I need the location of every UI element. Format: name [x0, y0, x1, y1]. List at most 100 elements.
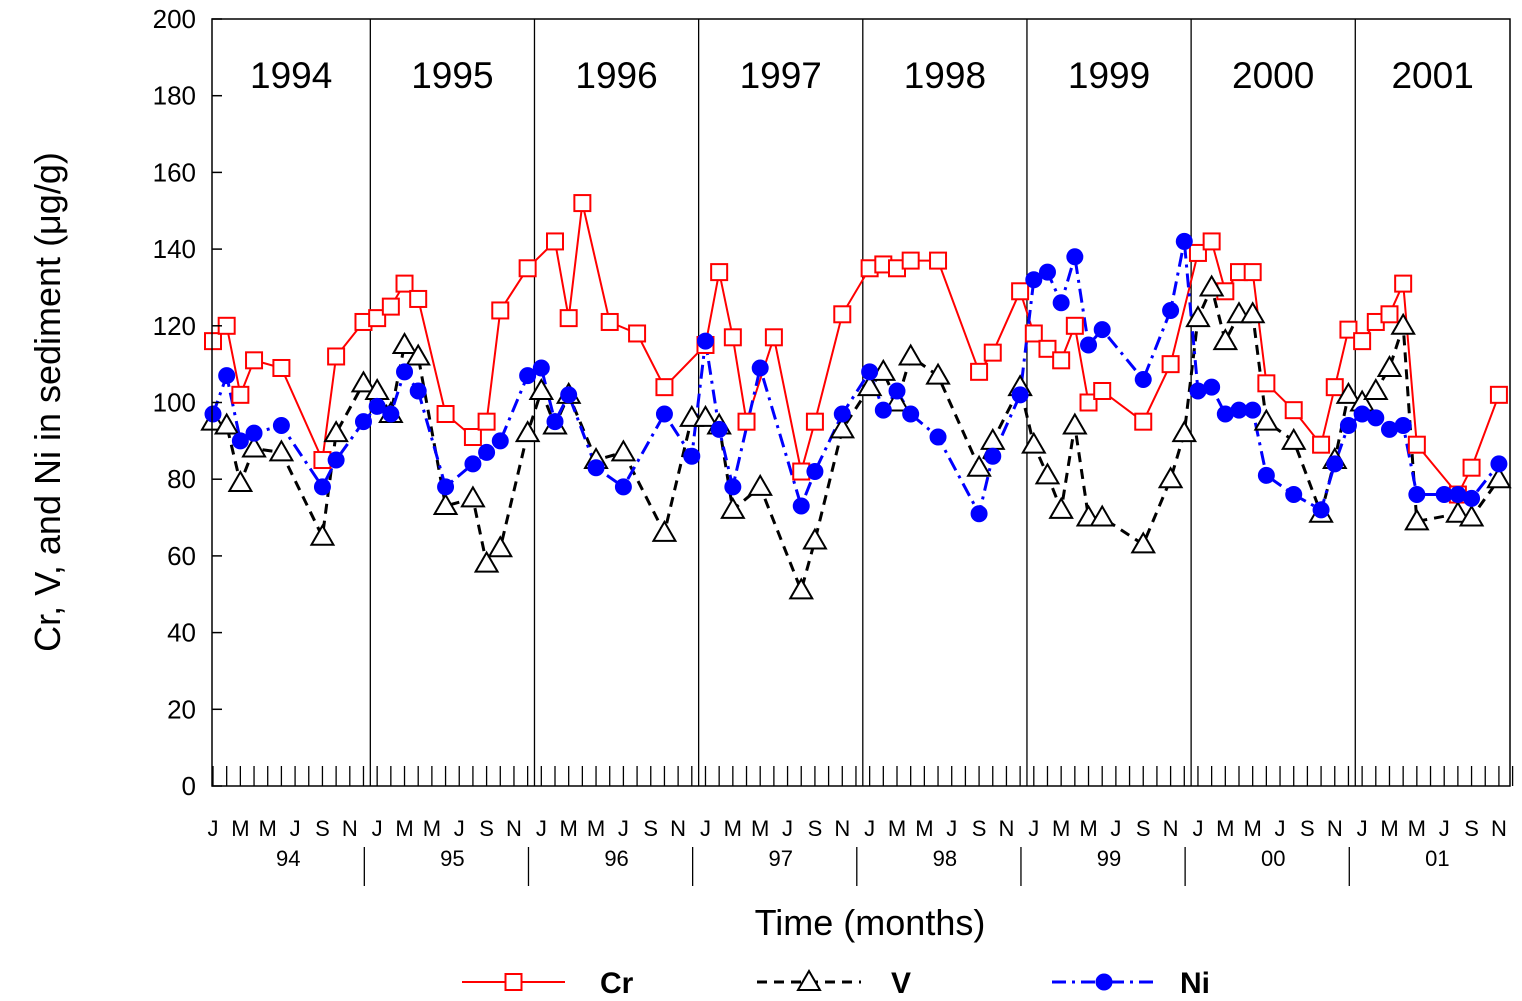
x-month-label: N — [342, 816, 358, 841]
year-label: 1999 — [1068, 55, 1150, 96]
x-month-label: N — [506, 816, 522, 841]
data-point-ni — [1490, 455, 1508, 473]
data-point-cr — [1394, 274, 1413, 293]
x-month-label: J — [536, 816, 547, 841]
x-year-label: 00 — [1261, 846, 1285, 871]
data-point-v — [213, 412, 240, 435]
x-month-label: M — [587, 816, 605, 841]
data-point-v — [1185, 305, 1211, 328]
data-point-cr — [231, 385, 250, 404]
data-point-cr — [1052, 351, 1071, 370]
data-point-ni — [409, 382, 427, 400]
data-point-cr — [1339, 320, 1358, 339]
x-month-label: J — [1110, 816, 1121, 841]
data-point-ni — [1463, 489, 1481, 507]
x-month-label: N — [1327, 816, 1343, 841]
year-label: 1994 — [250, 55, 332, 96]
y-tick-label: 0 — [182, 771, 196, 801]
x-month-label: M — [231, 816, 249, 841]
data-point-ni — [1394, 417, 1412, 435]
data-point-v — [391, 331, 418, 354]
y-tick-label: 140 — [153, 234, 196, 264]
data-point-cr — [833, 305, 852, 324]
data-point-cr — [395, 274, 414, 293]
data-point-v — [309, 523, 336, 546]
data-point-cr — [381, 297, 400, 316]
series-markers-cr — [204, 194, 1508, 504]
x-month-label: J — [208, 816, 219, 841]
x-month-label: J — [454, 816, 465, 841]
data-point-ni — [683, 447, 701, 465]
data-point-v — [1335, 381, 1362, 404]
data-point-ni — [888, 382, 906, 400]
data-point-cr — [518, 259, 537, 278]
data-point-ni — [1312, 501, 1330, 519]
data-point-v — [966, 454, 992, 477]
data-point-ni — [546, 413, 564, 431]
y-tick-label: 20 — [167, 694, 196, 724]
data-point-v — [925, 362, 951, 385]
data-point-cr — [1462, 458, 1481, 477]
data-point-cr — [272, 358, 291, 377]
data-point-cr — [1093, 381, 1112, 400]
x-month-label: M — [1216, 816, 1234, 841]
x-month-label: J — [290, 816, 301, 841]
data-point-ni — [519, 367, 537, 385]
data-point-ni — [587, 459, 605, 477]
data-point-v — [227, 470, 254, 493]
data-point-cr — [1353, 332, 1372, 351]
data-point-v — [692, 404, 719, 427]
data-point-cr — [1284, 401, 1303, 420]
x-month-label: M — [1244, 816, 1262, 841]
x-month-label: M — [1408, 816, 1426, 841]
data-point-v — [460, 485, 486, 508]
x-month-label: S — [643, 816, 658, 841]
data-point-ni — [614, 478, 632, 496]
data-point-ni — [327, 451, 345, 469]
year-label: 2000 — [1232, 55, 1314, 96]
data-point-ni — [396, 363, 414, 381]
data-point-ni — [231, 432, 249, 450]
x-month-label: M — [423, 816, 441, 841]
data-point-ni — [1203, 378, 1221, 396]
data-point-v — [1458, 504, 1485, 527]
x-month-label: M — [1079, 816, 1097, 841]
data-point-ni — [204, 405, 222, 423]
x-month-label: J — [618, 816, 629, 841]
data-point-cr — [1202, 232, 1221, 251]
x-month-label: S — [1464, 816, 1479, 841]
data-point-cr — [1312, 435, 1331, 454]
x-month-label: M — [395, 816, 413, 841]
data-point-ni — [710, 420, 728, 438]
data-point-cr — [559, 309, 578, 328]
data-point-v — [528, 377, 555, 400]
data-point-ni — [655, 405, 673, 423]
data-point-ni — [1080, 336, 1098, 354]
data-point-cr — [1407, 435, 1426, 454]
x-month-label: J — [1357, 816, 1368, 841]
data-point-ni — [1175, 232, 1193, 250]
data-point-v — [487, 535, 514, 558]
data-point-v — [884, 389, 910, 412]
data-point-ni — [833, 405, 851, 423]
x-year-label: 95 — [440, 846, 464, 871]
data-point-ni — [1134, 370, 1152, 388]
data-point-v — [610, 439, 637, 462]
x-month-label: J — [1439, 816, 1450, 841]
data-point-ni — [464, 455, 482, 473]
x-year-label: 97 — [768, 846, 792, 871]
data-point-cr — [546, 232, 564, 251]
legend-marker-ni — [1095, 973, 1113, 991]
y-tick-label: 80 — [167, 464, 196, 494]
legend-marker-cr — [504, 973, 523, 991]
x-month-label: S — [315, 816, 330, 841]
data-point-v — [1376, 354, 1403, 377]
data-point-v — [350, 370, 377, 393]
x-month-label: J — [946, 816, 957, 841]
x-year-label: 94 — [276, 846, 300, 871]
legend-marker-v — [796, 969, 822, 991]
x-month-label: J — [782, 816, 793, 841]
y-tick-label: 100 — [153, 388, 196, 418]
